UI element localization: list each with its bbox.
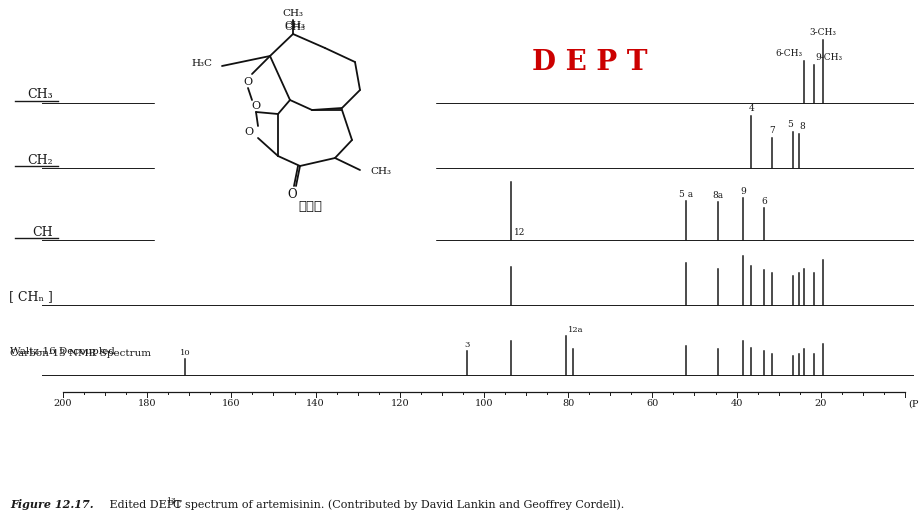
Text: 10: 10	[179, 349, 190, 357]
Text: 60: 60	[645, 399, 658, 408]
Text: Waltz-16 Decoupled: Waltz-16 Decoupled	[10, 348, 115, 356]
Text: 青蒿素: 青蒿素	[298, 199, 322, 212]
Text: 140: 140	[306, 399, 324, 408]
Text: 6-CH₃: 6-CH₃	[775, 49, 802, 58]
Text: 20: 20	[813, 399, 826, 408]
Text: 80: 80	[562, 399, 573, 408]
Text: O: O	[244, 77, 253, 87]
Text: 12: 12	[514, 228, 525, 237]
Text: CH: CH	[32, 225, 53, 238]
Text: 6: 6	[760, 196, 766, 206]
Text: [ CHₙ ]: [ CHₙ ]	[9, 291, 53, 304]
Text: CH₃: CH₃	[28, 89, 53, 102]
Text: 120: 120	[390, 399, 409, 408]
Text: (PPM): (PPM)	[907, 400, 919, 409]
Text: Carbon-13 NMR Spectrum: Carbon-13 NMR Spectrum	[10, 349, 151, 357]
Text: 3-CH₃: 3-CH₃	[809, 28, 835, 37]
Text: 200: 200	[53, 399, 73, 408]
Text: 180: 180	[138, 399, 156, 408]
Text: 40: 40	[730, 399, 742, 408]
Text: O: O	[287, 188, 297, 200]
Text: CH₃: CH₃	[284, 22, 305, 31]
Text: 5 a: 5 a	[678, 190, 692, 199]
Text: 9-CH₃: 9-CH₃	[814, 52, 842, 62]
Text: CH₃: CH₃	[369, 167, 391, 177]
Text: 160: 160	[221, 399, 241, 408]
Text: 12a: 12a	[567, 326, 583, 334]
Text: O: O	[251, 101, 260, 111]
Text: Edited DEPT: Edited DEPT	[106, 500, 181, 510]
Text: 9: 9	[739, 187, 745, 196]
Text: 4: 4	[748, 104, 754, 113]
Text: CH₃: CH₃	[284, 23, 305, 33]
Text: 100: 100	[474, 399, 493, 408]
Text: 7: 7	[768, 126, 775, 135]
Text: CH₂: CH₂	[28, 153, 53, 166]
Text: H₃C: H₃C	[191, 60, 211, 68]
Text: 8a: 8a	[711, 191, 722, 200]
Text: 8: 8	[798, 122, 804, 132]
Bar	[154, 8, 435, 278]
Text: 5: 5	[787, 120, 792, 129]
Text: 13: 13	[165, 497, 176, 505]
Text: C spectrum of artemisinin. (Contributed by David Lankin and Geoffrey Cordell).: C spectrum of artemisinin. (Contributed …	[173, 499, 624, 510]
Text: Figure 12.17.: Figure 12.17.	[10, 499, 94, 510]
Text: CH₃: CH₃	[282, 9, 303, 19]
Text: D E P T: D E P T	[532, 50, 647, 77]
Text: O: O	[244, 127, 254, 137]
Text: 3: 3	[464, 341, 470, 349]
